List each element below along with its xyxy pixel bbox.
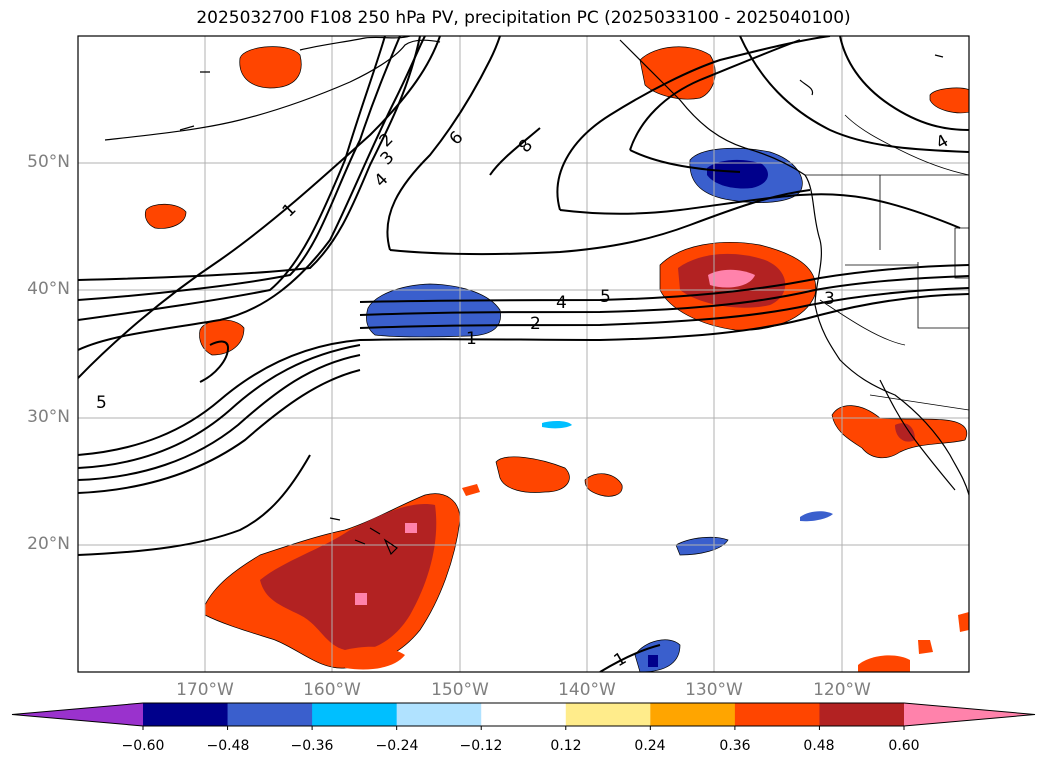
contour-label: 3: [824, 289, 835, 309]
colorbar-tick: 0.36: [719, 738, 751, 754]
contour-label: 3: [377, 148, 399, 170]
colorbar-segment: [481, 703, 567, 726]
lat-label: 40°N: [27, 279, 70, 299]
lon-label: 130°W: [685, 680, 743, 700]
precip-hawaii-hot2: [405, 523, 417, 533]
contour-label: 6: [446, 128, 468, 150]
precip-small-37N: [199, 319, 245, 356]
colorbar-tick: 0.60: [888, 738, 920, 754]
precip-west-coast-hot: [708, 269, 755, 288]
colorbar-tick: −0.24: [375, 738, 419, 754]
colorbar-tick: −0.60: [121, 738, 165, 754]
colorbar-tick: 0.12: [550, 738, 582, 754]
precip-south-east2: [918, 640, 933, 654]
lon-label: 140°W: [558, 680, 616, 700]
colorbar-tick: 0.24: [634, 738, 666, 754]
colorbar-segment: [565, 703, 651, 726]
colorbar-tick: −0.12: [459, 738, 503, 754]
precip-neg-20N: [675, 536, 729, 556]
colorbar-segment: [650, 703, 736, 726]
precip-neg-vancouver-core: [707, 159, 768, 189]
precip-25N-b: [584, 473, 623, 497]
lat-label: 20°N: [27, 534, 70, 554]
colorbar-segment: [734, 703, 820, 726]
colorbar-extend-max: [904, 703, 1035, 726]
precip-south-east: [858, 655, 910, 672]
precip-negative-anomalies: [366, 147, 833, 672]
colorbar: [11, 702, 1036, 730]
contour-label: 1: [466, 329, 477, 349]
precip-canada: [929, 87, 969, 114]
lon-label: 170°W: [176, 680, 234, 700]
pv-contours: [78, 36, 969, 672]
lon-label: 120°W: [813, 680, 871, 700]
precip-neg-28N: [542, 420, 572, 429]
precip-25N-a: [495, 456, 570, 493]
precip-neg-22N: [800, 511, 833, 522]
lat-label: 50°N: [27, 152, 70, 172]
colorbar-segment: [227, 703, 313, 726]
colorbar-extend-min: [12, 703, 143, 726]
precip-24N-c: [462, 484, 480, 496]
colorbar-tick: −0.48: [206, 738, 250, 754]
precip-low-se: [345, 646, 405, 670]
colorbar-segment: [819, 703, 905, 726]
lon-label: 160°W: [303, 680, 361, 700]
precip-positive-anomalies: [144, 46, 969, 672]
precip-hawaii-hot1: [355, 593, 367, 605]
map-title: 2025032700 F108 250 hPa PV, precipitatio…: [196, 8, 851, 28]
colorbar-tick: −0.36: [290, 738, 334, 754]
contour-label: 1: [611, 648, 630, 671]
precip-neg-south-core: [648, 655, 658, 667]
precip-small-48N: [144, 203, 187, 229]
precip-neg-38N: [366, 283, 501, 338]
precip-south-edge: [958, 612, 969, 632]
contour-label: 2: [530, 314, 541, 334]
colorbar-segment: [396, 703, 482, 726]
contour-label: 1: [279, 200, 301, 222]
colorbar-segment: [143, 703, 229, 726]
contour-label: 4: [556, 293, 567, 313]
precip-baja-core: [895, 423, 915, 442]
lon-label: 150°W: [431, 680, 489, 700]
lat-label: 30°N: [27, 407, 70, 427]
contour-label: 5: [96, 393, 107, 413]
map-plot-area: 1 2 3 4 5 6 8 1 2 4 5 3 4 1: [78, 36, 969, 672]
contour-label: 4: [371, 170, 393, 192]
colorbar-segment: [312, 703, 398, 726]
map-frame: [77, 35, 970, 673]
contour-label: 5: [600, 287, 611, 307]
political-borders: [805, 114, 969, 411]
colorbar-tick: 0.48: [803, 738, 835, 754]
precip-hawaii-core: [260, 504, 437, 651]
precip-bering: [239, 46, 302, 89]
